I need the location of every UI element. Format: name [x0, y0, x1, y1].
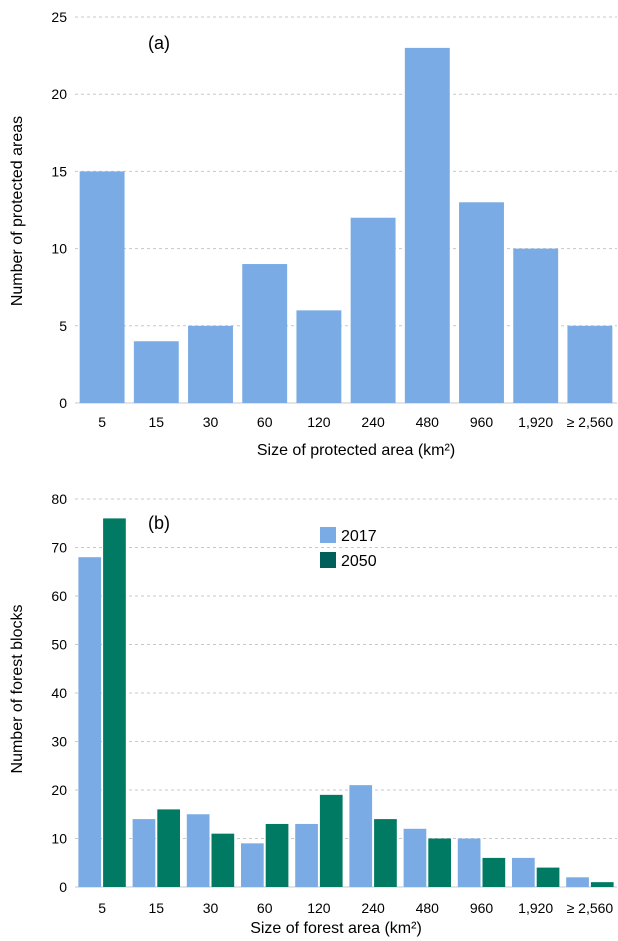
panel-b-x-axis-title: Size of forest area (km²) [250, 920, 422, 937]
bar-2050 [211, 833, 235, 887]
bar-2050 [482, 857, 506, 887]
y-tick-label: 50 [51, 637, 67, 653]
panel-a-y-tick-labels: 0 5 10 15 20 25 [51, 9, 67, 411]
x-tick-label: 1,920 [518, 414, 553, 430]
bar [242, 264, 288, 403]
y-tick-label: 10 [51, 241, 67, 257]
x-tick-label: ≥ 2,560 [567, 414, 614, 430]
panel-a-x-tick-labels: 5 15 30 60 120 240 480 960 1,920 ≥ 2,560 [98, 414, 613, 430]
bar-2050 [157, 809, 180, 887]
x-tick-label: 240 [361, 900, 385, 916]
bar [133, 341, 179, 403]
x-tick-label: 5 [98, 414, 106, 430]
x-tick-label: 5 [98, 900, 106, 916]
x-tick-label: 240 [361, 414, 385, 430]
bar [404, 47, 450, 403]
bar [513, 248, 559, 403]
x-tick-label: 480 [416, 414, 440, 430]
bar-2017 [186, 814, 210, 887]
bar [296, 310, 342, 403]
x-tick-label: 30 [203, 414, 219, 430]
y-tick-label: 20 [51, 86, 67, 102]
x-tick-label: 120 [307, 414, 331, 430]
bar-2017 [457, 838, 481, 887]
bar-2017 [349, 785, 373, 887]
y-tick-label: 30 [51, 734, 67, 750]
panel-a-y-axis-title: Number of protected areas [9, 116, 26, 306]
bar [79, 171, 125, 403]
bar-2017 [295, 823, 318, 887]
panel-b-chart: 0 10 20 30 40 50 60 70 80 5 15 30 60 120 240 480 960 1,9… [9, 491, 617, 937]
legend-label-2017: 2017 [341, 528, 377, 545]
panel-b-gridlines [75, 498, 617, 888]
x-tick-label: 960 [470, 414, 494, 430]
panel-b-y-axis-title: Number of forest blocks [9, 605, 26, 774]
x-tick-label: 1,920 [518, 900, 553, 916]
bar-2050 [265, 823, 289, 887]
bar-2050 [103, 518, 126, 887]
legend-swatch-2017 [320, 527, 336, 543]
y-tick-label: 80 [51, 491, 67, 507]
x-tick-label: ≥ 2,560 [567, 900, 614, 916]
x-tick-label: 30 [203, 900, 219, 916]
x-tick-label: 120 [307, 900, 331, 916]
y-tick-label: 15 [51, 163, 67, 179]
bar-2050 [590, 882, 614, 887]
bar-2017 [78, 557, 102, 887]
legend-label-2050: 2050 [341, 553, 377, 570]
panel-b-x-tick-labels: 5 15 30 60 120 240 480 960 1,920 ≥ 2,560 [98, 900, 613, 916]
y-tick-label: 20 [51, 782, 67, 798]
panel-b-bars [78, 518, 614, 887]
bar-2050 [428, 838, 451, 887]
bar [459, 202, 504, 403]
x-tick-label: 480 [416, 900, 440, 916]
bar-2050 [536, 867, 560, 887]
panel-b-legend: 2017 2050 [320, 527, 377, 570]
y-tick-label: 25 [51, 9, 67, 25]
x-tick-label: 960 [470, 900, 494, 916]
bar-2050 [374, 819, 397, 887]
y-tick-label: 10 [51, 831, 67, 847]
panel-a-label: (a) [148, 33, 170, 53]
bar-2017 [566, 877, 589, 887]
y-tick-label: 5 [59, 318, 67, 334]
panel-b-y-tick-labels: 0 10 20 30 40 50 60 70 80 [51, 491, 67, 895]
panel-a-chart: 0 5 10 15 20 25 5 15 30 60 120 240 480 960 1,920 ≥ 2,5… [9, 9, 617, 459]
y-tick-label: 0 [59, 879, 67, 895]
bar-2050 [319, 794, 343, 887]
x-tick-label: 60 [257, 900, 273, 916]
bar [350, 217, 396, 403]
bar [567, 325, 613, 403]
x-tick-label: 15 [149, 900, 165, 916]
panel-a-bars [79, 47, 613, 403]
legend-swatch-2050 [320, 552, 336, 568]
bar-2017 [512, 857, 535, 887]
y-tick-label: 60 [51, 588, 67, 604]
bar-2017 [403, 828, 427, 887]
panel-a-x-axis-title: Size of protected area (km²) [257, 442, 455, 459]
y-tick-label: 0 [59, 395, 67, 411]
y-tick-label: 40 [51, 685, 67, 701]
x-tick-label: 15 [149, 414, 165, 430]
y-tick-label: 70 [51, 540, 67, 556]
bar [188, 325, 233, 403]
bar-2017 [132, 819, 156, 887]
x-tick-label: 60 [257, 414, 273, 430]
panel-b-label: (b) [148, 513, 170, 533]
bar-2017 [241, 843, 264, 887]
